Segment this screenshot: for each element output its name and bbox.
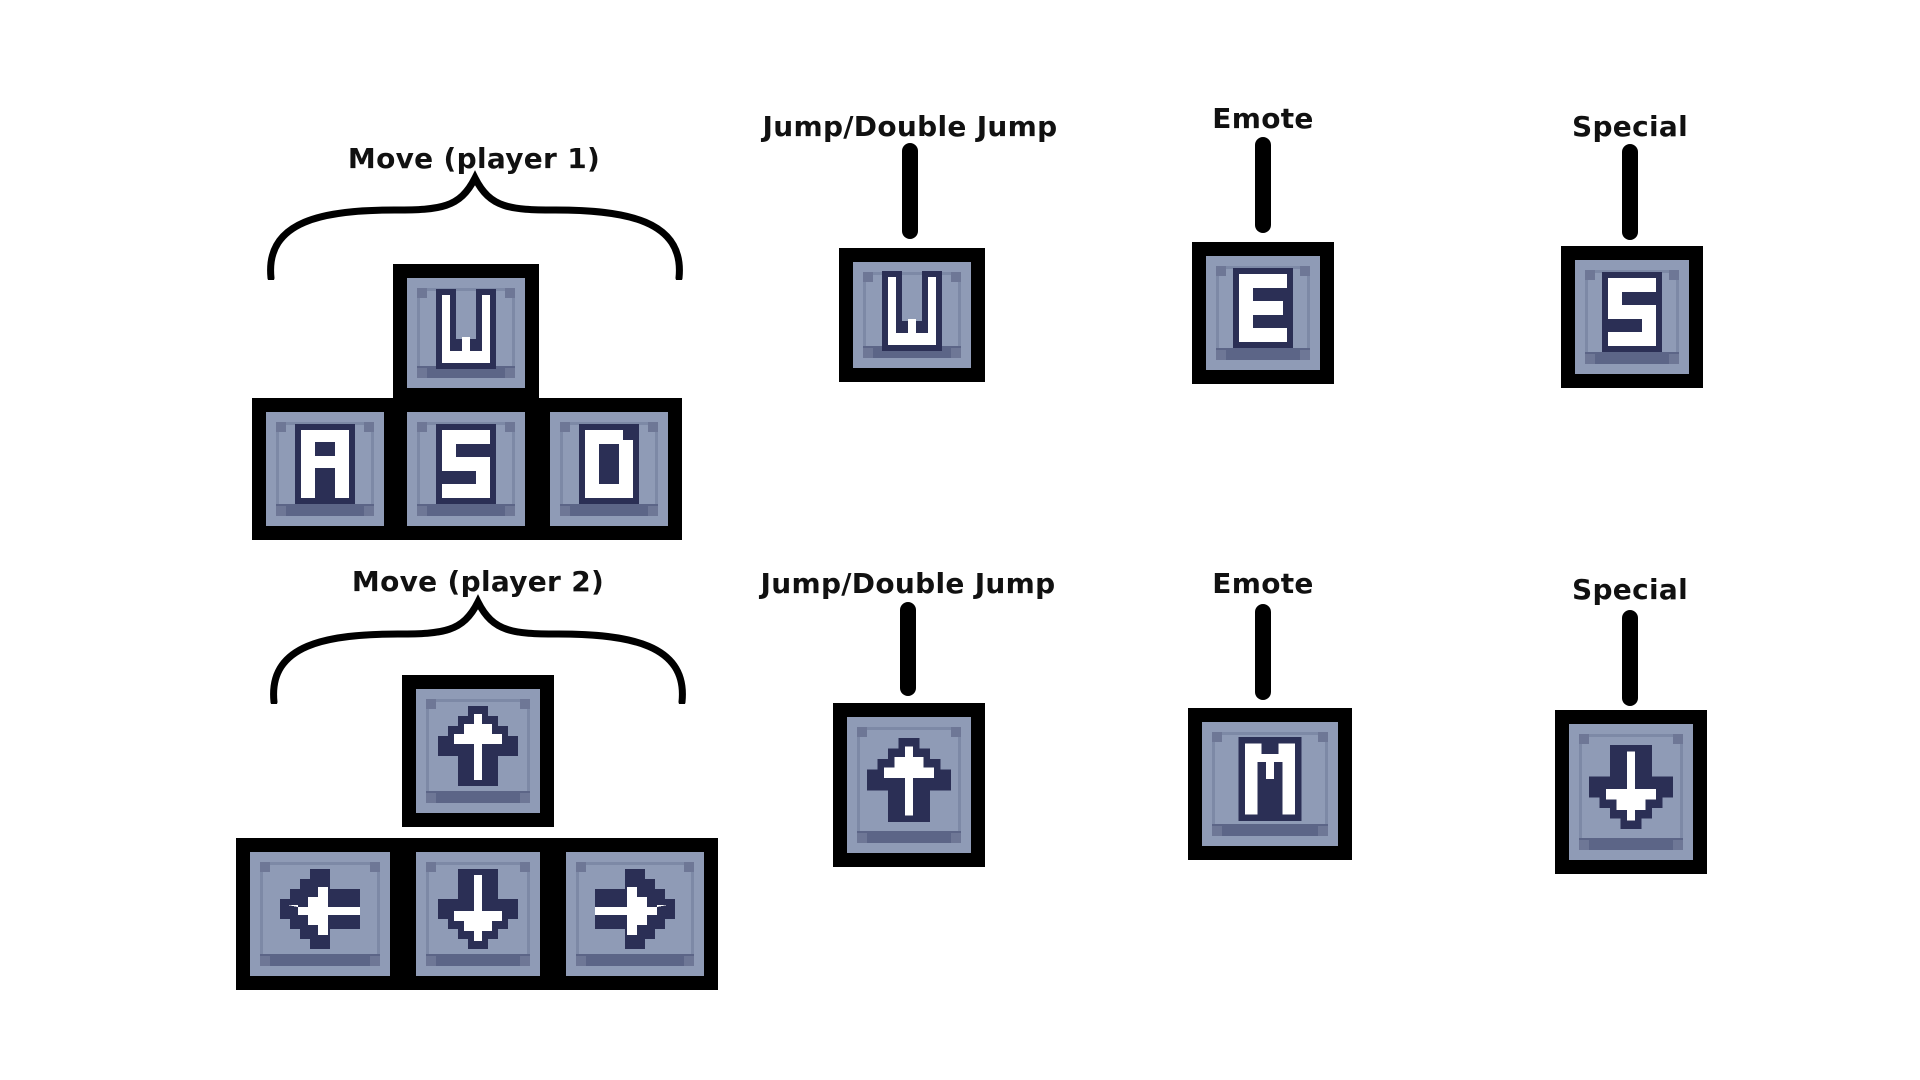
letter-w-icon xyxy=(882,270,942,351)
jump-player2-label: Jump/Double Jump xyxy=(760,567,1056,600)
special-player1-connector xyxy=(1622,144,1638,240)
emote-player1-key xyxy=(1192,242,1334,384)
move-player2-label: Move (player 2) xyxy=(351,565,605,598)
special-player1-label: Special xyxy=(1572,110,1688,143)
key-up xyxy=(402,675,554,827)
letter-a-icon xyxy=(295,424,355,505)
arrow-down-icon xyxy=(438,869,518,950)
emote-player2-connector xyxy=(1255,604,1271,700)
key-right xyxy=(552,838,718,990)
move-player1-brace xyxy=(267,170,683,280)
key-a xyxy=(252,398,398,540)
jump-player1-connector xyxy=(902,143,918,239)
special-player1-key xyxy=(1561,246,1703,388)
move-player2-brace xyxy=(270,594,686,704)
letter-e-icon xyxy=(1233,268,1293,349)
key-left xyxy=(236,838,404,990)
emote-player1-connector xyxy=(1255,137,1271,233)
arrow-left-icon xyxy=(280,869,360,950)
emote-player2-label: Emote xyxy=(1212,567,1314,600)
arrow-up-icon xyxy=(867,737,951,822)
key-s xyxy=(393,398,539,540)
arrow-up-icon xyxy=(438,706,518,787)
letter-s-icon xyxy=(436,424,496,505)
emote-player2-key xyxy=(1188,708,1352,860)
jump-player1-key xyxy=(839,248,985,382)
special-player2-label: Special xyxy=(1572,573,1688,606)
jump-player2-connector xyxy=(900,602,916,696)
letter-d-icon xyxy=(579,424,639,505)
arrow-down-icon xyxy=(1589,744,1673,829)
move-player1-label: Move (player 1) xyxy=(347,142,601,175)
letter-w-icon xyxy=(436,288,496,369)
letter-s-icon xyxy=(1602,272,1662,353)
key-w xyxy=(393,264,539,402)
jump-player1-label: Jump/Double Jump xyxy=(762,110,1058,143)
special-player2-key xyxy=(1555,710,1707,874)
key-down xyxy=(402,838,554,990)
arrow-right-icon xyxy=(595,869,675,950)
emote-player1-label: Emote xyxy=(1212,102,1314,135)
special-player2-connector xyxy=(1622,610,1638,706)
key-d xyxy=(536,398,682,540)
jump-player2-key xyxy=(833,703,985,867)
letter-m-icon xyxy=(1238,737,1302,822)
